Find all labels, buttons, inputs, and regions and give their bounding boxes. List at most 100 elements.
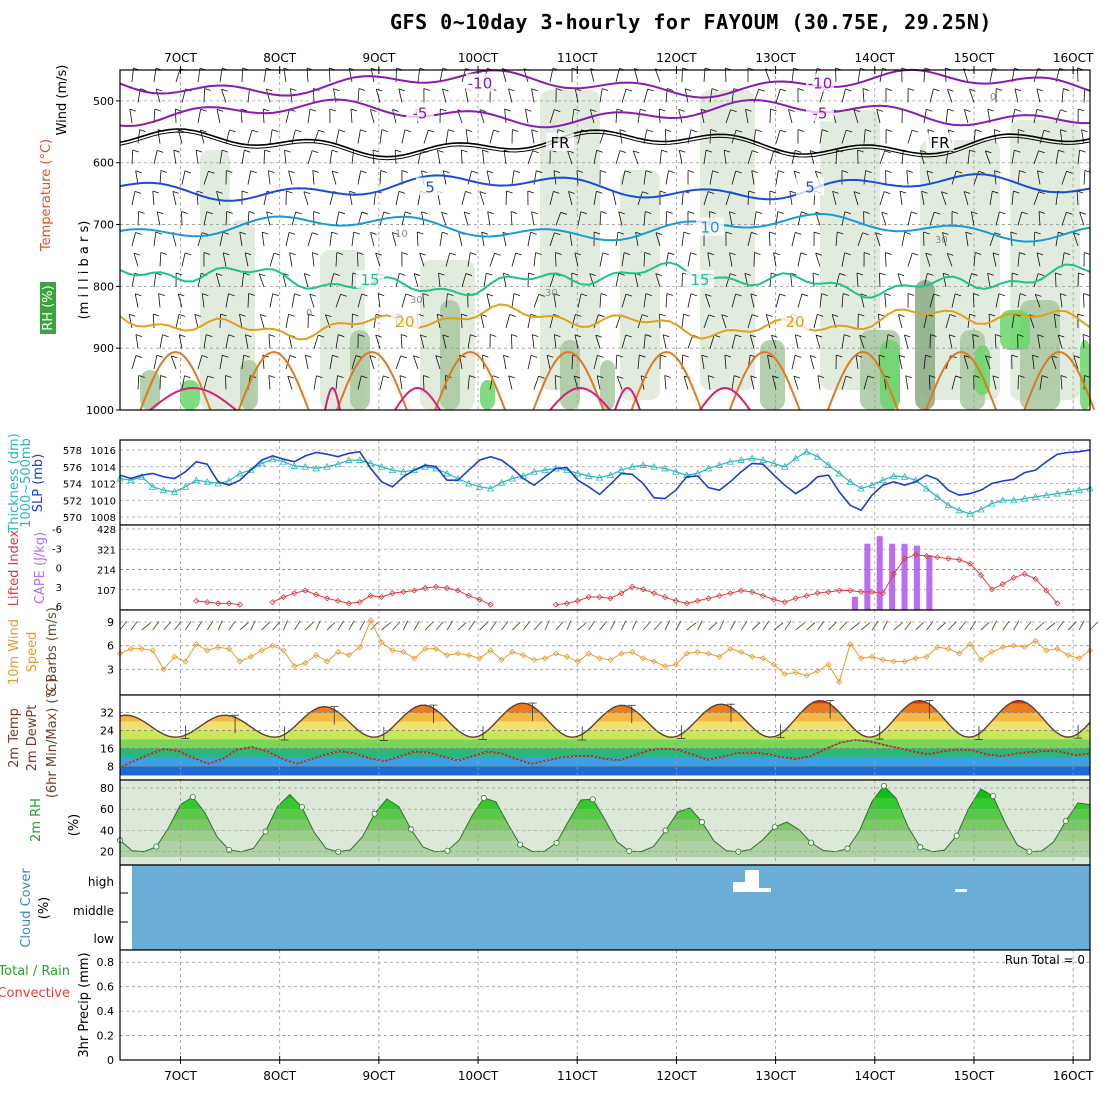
wind-barb-flag [773,150,780,153]
surface-wind-barb [490,620,497,631]
lifted-index-point [825,588,832,595]
rh-contour-label: 10 [395,229,408,240]
wind-barb [1039,375,1043,390]
thickness-point [279,457,288,465]
wind-barb [268,170,271,185]
wind-barb-flag [448,129,455,133]
wind-barb [135,334,139,349]
wind-barb-flag [994,232,1001,236]
lifted-index-point [879,590,886,597]
rh2m-point [407,826,414,833]
wind-barb-flag [779,293,786,297]
wind-barb-flag [933,88,940,92]
wind-barb-flag [441,211,448,215]
wind-barb-flag [336,252,343,255]
wind-barb-flag [289,252,296,256]
wind-barb-flag [401,334,408,337]
wind-barb-flag [897,273,905,276]
surface-wind-barb [838,621,848,631]
wind-barb-flag [194,313,201,317]
wind-barb-flag [878,354,886,358]
wind-barb [791,232,796,247]
thickness-point [356,456,364,463]
temperature-contour [119,261,1091,299]
surface-wind-barb [980,621,990,631]
wind-barb-flag [1014,88,1022,92]
wind-barb-flag [1073,232,1080,236]
rh-shade-area [620,170,660,400]
temperature-contour-25 [139,350,212,411]
wind-barb [637,191,643,206]
wind-barb [615,150,621,165]
wind-barb-flag [216,191,223,194]
wind-barb [309,294,315,308]
thickness-point [290,462,299,469]
wind-barb [152,191,155,206]
wind-barb-flag [361,375,368,379]
wind-barb [571,354,574,370]
wind-barb-flag [1018,375,1025,378]
wind-barb [510,334,513,349]
wind-barb [401,293,407,308]
wind-barb-flag [338,211,346,215]
lifted-index-point [465,592,472,599]
thickness-point [138,472,146,480]
thickness-point [323,462,331,470]
lifted-index-point [345,600,352,607]
wind-barb-flag [795,149,802,153]
wind-barb [621,252,625,267]
thickness-tick-label: 576 [63,463,82,474]
wind-barb [875,232,881,247]
date-label-top: 12OCT [656,51,697,65]
wind-barb [747,314,753,329]
wind-barb-flag [934,211,941,215]
wind-barb-flag [618,211,625,215]
lifted-index-tick-label: -6 [52,525,62,536]
wind-barb-flag [158,293,165,296]
wind-barb-flag [530,354,538,358]
wind-barb-flag [482,354,489,358]
wind-barb [984,150,991,165]
wind-barb-flag [860,293,867,297]
wind-barb [898,355,903,370]
wind-barb-flag [683,313,690,317]
wind-barb [723,150,727,165]
wind-barb-flag [553,191,560,194]
wind-speed-point [858,655,865,662]
thickness-point [890,472,898,479]
wind-speed-point [759,655,767,662]
wind-barb [313,335,319,349]
wind-barb [482,150,485,165]
wind-barb [948,334,953,349]
temperature-contour-30 [149,386,237,411]
wind-barb-flag [223,252,230,256]
high-cloud-patch [759,888,771,892]
rh2m-point [444,847,451,854]
wind-barb-flag [375,252,382,256]
wind-barb-flag [801,293,809,297]
rh2m-point [953,832,960,839]
precip-tick-label: 0 [107,1054,114,1067]
wind-barb-flag [228,334,235,338]
wind-barb-flag [729,273,737,276]
lifted-index-point [269,599,276,606]
temperature-contour-25 [532,350,605,411]
wind-barb-flag [383,211,390,215]
wind-barb [643,293,647,308]
surface-wind-barb [315,620,321,631]
wind-barb-flag [844,252,851,256]
axis-label-cape: CAPE (J/kg) [33,532,48,604]
wind-barb [1073,232,1079,247]
slp-tick-label: 1016 [91,446,116,457]
wind-barb [197,355,203,370]
wind-barb [480,314,485,329]
contour-label-bg [546,132,574,151]
wind-barb-flag [554,109,561,113]
contour-label: -10 [808,75,833,93]
rh-shade-area [760,340,785,410]
wind-barb [331,170,337,185]
wind-barb [1011,314,1015,329]
wind-speed-point [770,661,777,668]
thickness-point [170,488,179,495]
wind-speed-point [999,644,1006,651]
